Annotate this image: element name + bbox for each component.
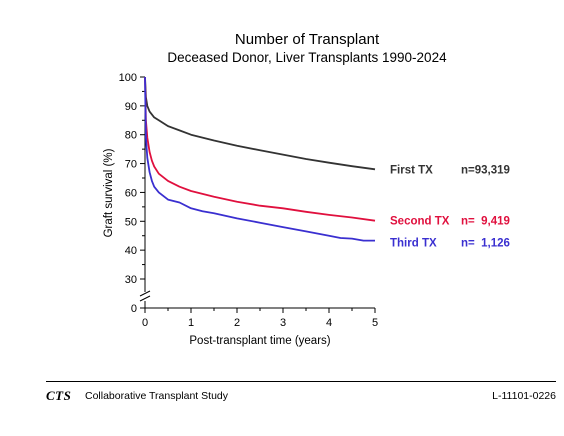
- legend: First TX n=93,319 Second TX n= 9,419 Third T…: [390, 164, 510, 249]
- legend-label: Third TX: [390, 238, 437, 250]
- y-tick-label: 60: [125, 187, 137, 199]
- y-tick-label: 40: [125, 245, 137, 257]
- x-tick-label: 3: [280, 317, 286, 329]
- footer-divider: [46, 381, 556, 382]
- x-tick-label: 5: [372, 317, 378, 329]
- x-axis-label: Post-transplant time (years): [189, 335, 330, 347]
- axes: 0 30 40 50 60 70 80 90 100 0 1 2 3 4 5: [119, 72, 378, 329]
- legend-label: Second TX: [390, 216, 450, 228]
- y-tick-label: 70: [125, 159, 137, 171]
- x-tick-label: 2: [234, 317, 240, 329]
- legend-label: First TX: [390, 164, 433, 176]
- series-line-first-tx: [144, 76, 376, 171]
- y-tick-label: 0: [131, 303, 137, 315]
- y-tick-label: 100: [119, 72, 137, 84]
- axis-break-mark: [139, 295, 151, 302]
- axis-break-mark: [139, 290, 151, 297]
- y-tick-label: 50: [125, 216, 137, 228]
- y-tick-label: 80: [125, 130, 137, 142]
- footer-organization: Collaborative Transplant Study: [85, 390, 228, 402]
- chart-title: Number of Transplant: [235, 31, 380, 48]
- y-tick-label: 90: [125, 101, 137, 113]
- cts-logo: CTS: [46, 388, 72, 403]
- legend-n: n= 9,419: [461, 216, 510, 228]
- series-line-third-tx: [144, 76, 375, 242]
- series-lines: [144, 76, 376, 242]
- y-axis-label: Graft survival (%): [103, 148, 115, 237]
- survival-chart: Number of Transplant Deceased Donor, Liv…: [103, 31, 510, 347]
- x-tick-label: 0: [142, 317, 148, 329]
- y-tick-label: 30: [125, 274, 137, 286]
- x-tick-label: 4: [326, 317, 332, 329]
- legend-n: n=93,319: [461, 164, 510, 176]
- x-tick-label: 1: [188, 317, 194, 329]
- chart-subtitle: Deceased Donor, Liver Transplants 1990-2…: [167, 50, 447, 65]
- footer: CTS Collaborative Transplant Study L-111…: [46, 381, 556, 411]
- legend-n: n= 1,126: [461, 238, 510, 250]
- series-line-second-tx: [144, 76, 376, 222]
- footer-code: L-11101-0226: [492, 390, 556, 402]
